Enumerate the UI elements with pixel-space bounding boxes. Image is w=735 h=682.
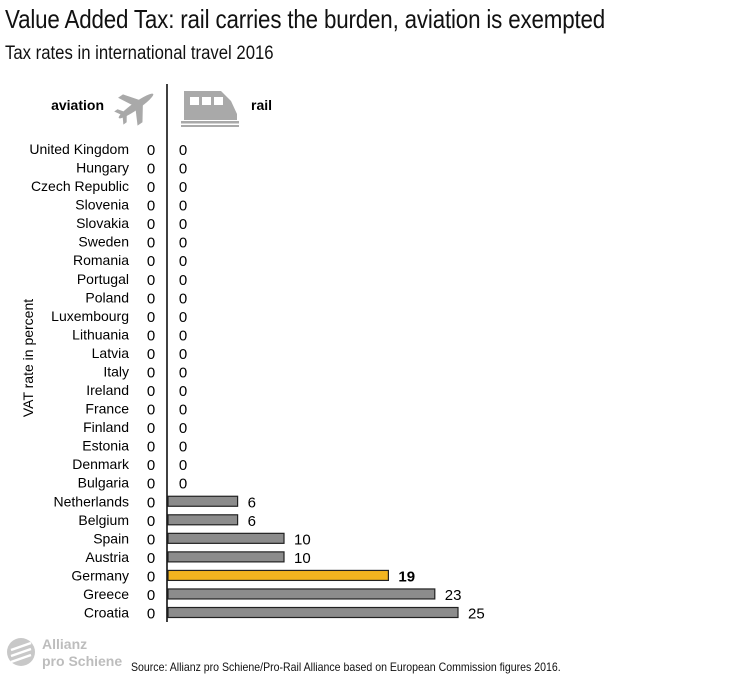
country-label: Slovakia — [76, 215, 129, 231]
aviation-value: 0 — [147, 364, 155, 381]
aviation-value: 0 — [147, 402, 155, 419]
country-label: Sweden — [78, 234, 129, 250]
aviation-value: 0 — [147, 346, 155, 363]
train-icon — [181, 91, 239, 127]
country-label: Netherlands — [54, 493, 130, 509]
aviation-value: 0 — [147, 383, 155, 400]
country-label: Czech Republic — [31, 178, 129, 194]
y-axis-label: VAT rate in percent — [20, 299, 36, 417]
aviation-value: 0 — [147, 420, 155, 437]
rail-value: 0 — [179, 290, 187, 307]
country-label: Lithuania — [72, 326, 129, 342]
chart-subtitle: Tax rates in international travel 2016 — [5, 43, 274, 64]
rail-value: 0 — [179, 420, 187, 437]
rail-bar — [167, 606, 459, 619]
rail-value: 0 — [179, 179, 187, 196]
aviation-value: 0 — [147, 272, 155, 289]
country-label: Spain — [93, 530, 129, 546]
aviation-value: 0 — [147, 606, 155, 623]
rail-value: 0 — [179, 161, 187, 178]
aviation-value: 0 — [147, 568, 155, 585]
aviation-value: 0 — [147, 253, 155, 270]
rail-value: 0 — [179, 346, 187, 363]
logo-line-1: Allianz — [42, 636, 87, 652]
aviation-value: 0 — [147, 309, 155, 326]
aviation-value: 0 — [147, 161, 155, 178]
aviation-value: 0 — [147, 439, 155, 456]
aviation-value: 0 — [147, 290, 155, 307]
rail-bar — [167, 551, 285, 563]
rail-value: 0 — [179, 476, 187, 493]
country-label: Ireland — [86, 382, 129, 398]
country-label: Germany — [71, 567, 129, 583]
rail-value: 6 — [248, 513, 256, 530]
chart-title: Value Added Tax: rail carries the burden… — [5, 4, 606, 34]
country-label: Portugal — [77, 271, 129, 287]
rail-value: 10 — [294, 531, 311, 548]
source-note: Source: Allianz pro Schiene/Pro-Rail All… — [131, 660, 561, 674]
aviation-value: 0 — [147, 457, 155, 474]
country-label: Finland — [83, 419, 129, 435]
rail-value: 6 — [248, 494, 256, 511]
aviation-value: 0 — [147, 513, 155, 530]
aviation-value: 0 — [147, 198, 155, 215]
header-aviation: aviation — [51, 97, 104, 113]
country-label: Denmark — [72, 456, 130, 472]
country-label: France — [85, 401, 129, 417]
rail-value: 0 — [179, 402, 187, 419]
aviation-value: 0 — [147, 216, 155, 233]
rail-value: 0 — [179, 439, 187, 456]
rail-value: 0 — [179, 383, 187, 400]
rail-value: 0 — [179, 457, 187, 474]
country-label: Belgium — [78, 512, 129, 528]
aviation-value: 0 — [147, 179, 155, 196]
country-label: Romania — [73, 252, 129, 268]
country-label: Poland — [85, 289, 129, 305]
country-label: Austria — [85, 549, 129, 565]
rail-bar — [167, 495, 239, 507]
rail-bar — [167, 588, 436, 600]
rail-value: 23 — [445, 587, 462, 604]
aviation-value: 0 — [147, 235, 155, 252]
aviation-value: 0 — [147, 550, 155, 567]
rail-value: 0 — [179, 327, 187, 344]
country-label: Italy — [103, 363, 129, 379]
rail-value: 0 — [179, 235, 187, 252]
country-label: Estonia — [82, 438, 129, 454]
country-label: Latvia — [92, 345, 130, 361]
rail-value: 10 — [294, 550, 311, 567]
country-label: Greece — [83, 586, 129, 602]
aviation-value: 0 — [147, 531, 155, 548]
country-label: Luxembourg — [51, 308, 129, 324]
rail-bar — [167, 514, 239, 526]
aviation-value: 0 — [147, 494, 155, 511]
header-rail: rail — [251, 97, 272, 113]
country-label: Croatia — [84, 605, 129, 621]
country-label: Slovenia — [75, 197, 129, 213]
rail-value: 0 — [179, 198, 187, 215]
rail-value: 0 — [179, 216, 187, 233]
rail-value: 19 — [398, 568, 415, 585]
aviation-value: 0 — [147, 327, 155, 344]
rail-value: 0 — [179, 309, 187, 326]
chart: aviation rail VAT rate in percent United… — [20, 84, 485, 623]
rail-value: 0 — [179, 142, 187, 159]
rail-value: 0 — [179, 364, 187, 381]
aviation-value: 0 — [147, 476, 155, 493]
logo-line-2: pro Schiene — [42, 653, 122, 669]
country-label: Hungary — [76, 160, 129, 176]
rail-value: 0 — [179, 272, 187, 289]
allianz-pro-schiene-logo: Allianz pro Schiene — [7, 636, 122, 669]
aviation-value: 0 — [147, 142, 155, 159]
country-label: Bulgaria — [78, 475, 130, 491]
airplane-icon — [114, 93, 154, 126]
aviation-value: 0 — [147, 587, 155, 604]
rail-bar — [167, 569, 389, 582]
rail-bar — [167, 532, 285, 544]
rail-value: 25 — [468, 606, 485, 623]
country-label: United Kingdom — [29, 141, 129, 157]
rail-value: 0 — [179, 253, 187, 270]
